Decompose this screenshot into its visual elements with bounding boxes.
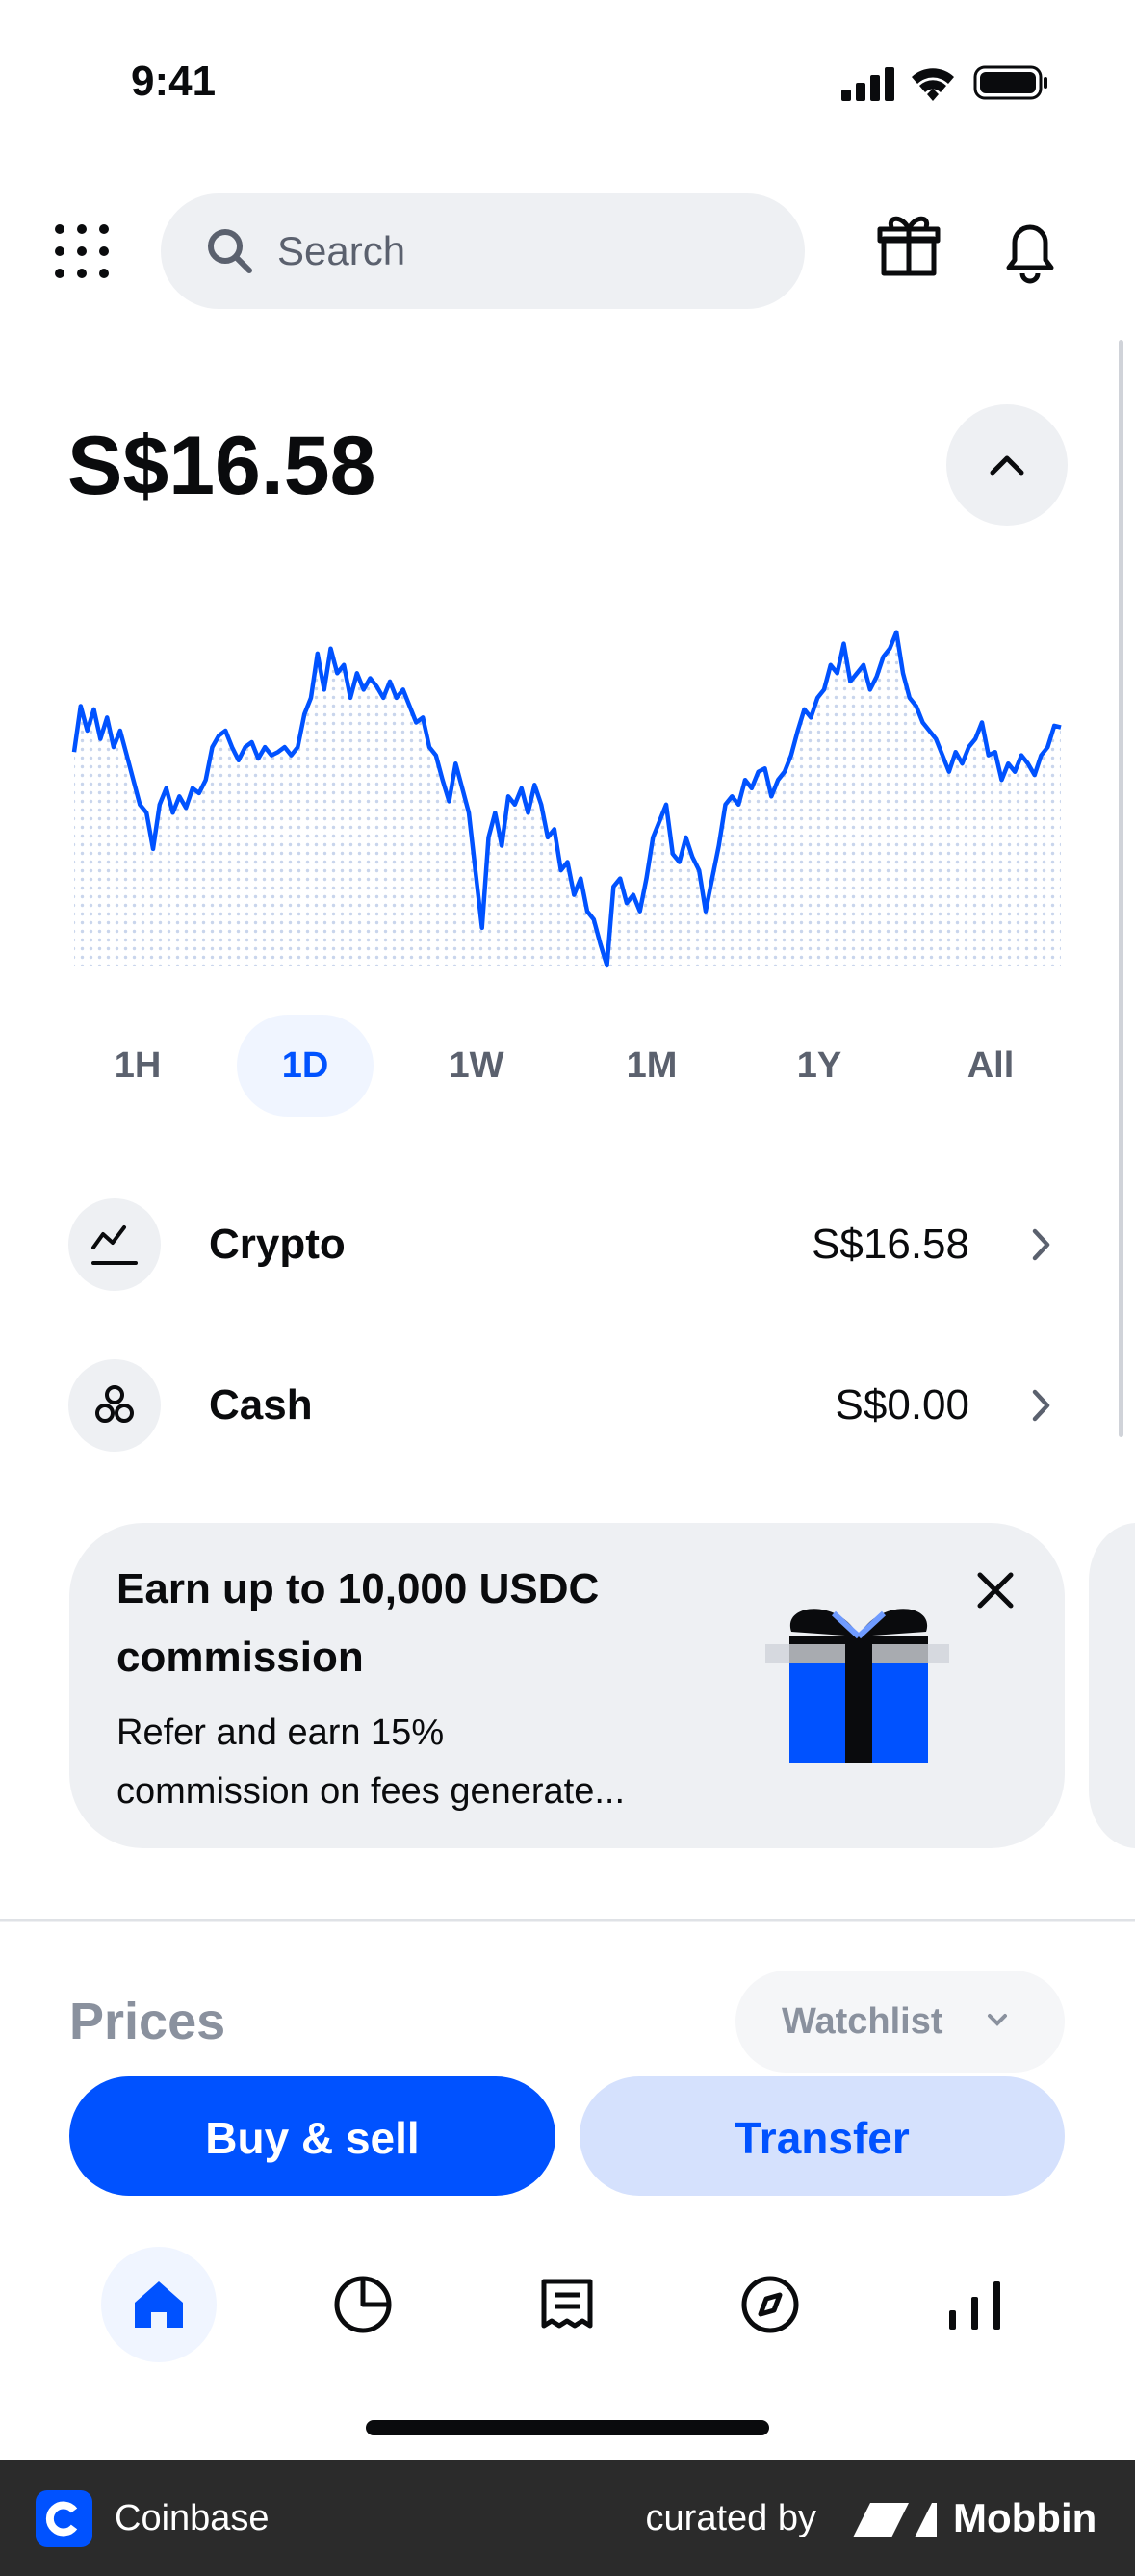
status-time: 9:41 [131,58,217,105]
transfer-label[interactable]: Transfer [735,2113,910,2163]
chevron-up [990,455,1024,476]
nav-transactions[interactable] [541,2279,593,2329]
range-option[interactable]: 1Y [796,1045,842,1086]
promo-card[interactable] [69,1523,1065,1848]
footer-curated: curated by [645,2498,816,2538]
footer-bar [0,2460,1135,2576]
coinbase-c [45,2501,78,2537]
close-icon[interactable] [977,1572,1014,1609]
footer-app: Coinbase [115,2498,270,2538]
next-card [1089,1523,1135,1848]
collapse-button[interactable] [946,404,1068,526]
chart-area [74,631,1061,966]
cash-icon [68,1359,161,1452]
home-indicator [366,2420,769,2435]
gift-icon[interactable] [877,216,941,276]
buy-sell-label[interactable]: Buy & sell [205,2113,420,2163]
watchlist-pill[interactable] [735,1971,1065,2073]
crypto-glyph [91,1225,138,1265]
account-label[interactable]: Cash [209,1381,313,1429]
watchlist-chevron [988,2014,1007,2026]
watchlist-label[interactable]: Watchlist [782,2001,943,2042]
balance: S$16.58 [67,420,376,512]
footer-brand: Mobbin [953,2495,1097,2540]
search-bar[interactable] [161,193,805,309]
range-option[interactable]: 1H [114,1045,162,1086]
mobbin-logo [853,2503,937,2537]
range-option[interactable]: 1M [626,1045,678,1086]
cash-glyph [95,1385,134,1423]
coinbase-logo [36,2490,92,2547]
nav-home[interactable] [135,2281,183,2328]
gift-illustration [765,1609,949,1763]
account-value: S$0.00 [835,1381,969,1429]
chart-line [71,630,1062,968]
menu-icon[interactable] [55,224,109,278]
promo-title: commission [116,1634,364,1681]
nav-markets[interactable] [949,2281,1000,2330]
prices-title: Prices [69,1993,226,2050]
nav-portfolio[interactable] [334,2276,392,2333]
bell-icon[interactable] [1006,224,1054,284]
buy-sell-button[interactable] [69,2076,555,2196]
status-icons [841,65,1047,101]
search-icon [208,229,252,273]
range-selected [237,1015,374,1117]
row-chevrons[interactable] [1032,1228,1050,1422]
scrollbar [1119,340,1123,1437]
range-option[interactable]: All [967,1045,1015,1086]
account-label[interactable]: Crypto [209,1221,346,1268]
crypto-icon [68,1198,161,1291]
range-option[interactable]: 1W [449,1045,504,1086]
search-placeholder[interactable]: Search [277,228,406,273]
balance-chart [71,630,1062,968]
promo-body: Refer and earn 15% [116,1713,445,1753]
promo-title: Earn up to 10,000 USDC [116,1565,600,1612]
account-value: S$16.58 [812,1221,969,1268]
nav-explore[interactable] [741,2276,799,2333]
transfer-button[interactable] [580,2076,1065,2196]
range-option[interactable]: 1D [281,1045,329,1086]
promo-body: commission on fees generate... [116,1771,626,1812]
